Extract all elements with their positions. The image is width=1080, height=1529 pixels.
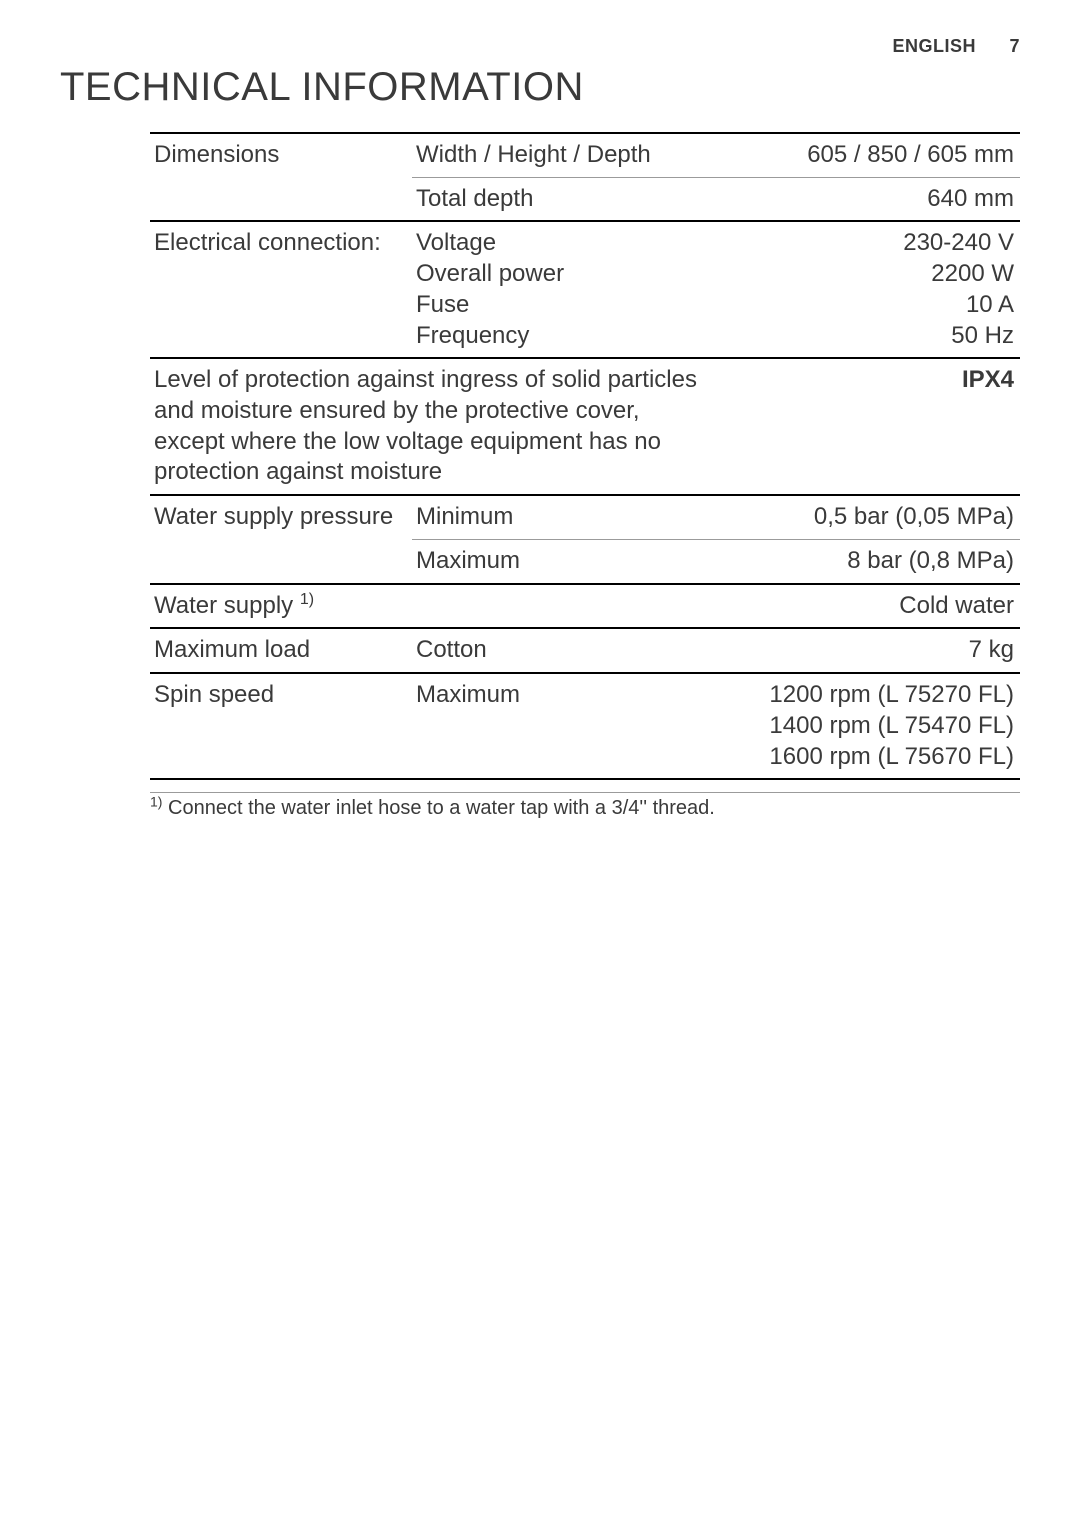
header-language: ENGLISH [892,36,976,57]
cell-mid [412,584,712,629]
cell-value: 7 kg [712,628,1020,673]
cell-value: Cold water [712,584,1020,629]
cell-label: Spin speed [150,673,412,779]
footnote: 1) Connect the water inlet hose to a wat… [150,792,1020,820]
cell-label: Dimensions [150,133,412,221]
cell-mid: Total depth [412,177,712,221]
page-title: TECHNICAL INFORMATION [60,65,1020,110]
footnote-marker: 1) [150,794,162,810]
cell-value: 640 mm [712,177,1020,221]
cell-value: 1200 rpm (L 75270 FL) 1400 rpm (L 75470 … [712,673,1020,779]
cell-mid: Maximum [412,539,712,583]
table-row: Spin speed Maximum 1200 rpm (L 75270 FL)… [150,673,1020,779]
table-row: Dimensions Width / Height / Depth 605 / … [150,133,1020,177]
cell-label: Electrical connection: [150,221,412,358]
table-row: Electrical connection: Voltage Overall p… [150,221,1020,358]
cell-mid: Voltage Overall power Fuse Frequency [412,221,712,358]
technical-table: Dimensions Width / Height / Depth 605 / … [150,132,1020,780]
table-row: Water supply pressure Minimum 0,5 bar (0… [150,495,1020,539]
cell-value: 8 bar (0,8 MPa) [712,539,1020,583]
page-header: ENGLISH 7 [60,36,1020,57]
cell-value-line: 2200 W [716,259,1014,290]
table-row: Level of protection against ingress of s… [150,358,1020,495]
cell-value-line: 1200 rpm (L 75270 FL) [716,680,1014,711]
cell-label: Water supply 1) [150,584,412,629]
cell-value-line: 230-240 V [716,228,1014,259]
cell-mid-line: Voltage [416,228,704,259]
header-page-number: 7 [1009,36,1020,57]
cell-value: 605 / 850 / 605 mm [712,133,1020,177]
cell-mid: Width / Height / Depth [412,133,712,177]
cell-value: 230-240 V 2200 W 10 A 50 Hz [712,221,1020,358]
cell-mid-line: Overall power [416,259,704,290]
cell-value-line: 1600 rpm (L 75670 FL) [716,742,1014,773]
cell-label: Maximum load [150,628,412,673]
cell-mid: Maximum [412,673,712,779]
cell-value: 0,5 bar (0,05 MPa) [712,495,1020,539]
cell-value-line: 10 A [716,290,1014,321]
table-row: Water supply 1) Cold water [150,584,1020,629]
cell-value: IPX4 [712,358,1020,495]
page: ENGLISH 7 TECHNICAL INFORMATION Dimensio… [0,0,1080,1529]
table-row: Maximum load Cotton 7 kg [150,628,1020,673]
cell-mid-line: Fuse [416,290,704,321]
cell-label-span: Level of protection against ingress of s… [150,358,712,495]
footnote-text: Connect the water inlet hose to a water … [168,797,715,819]
cell-mid-line: Maximum [416,680,704,711]
cell-label: Water supply pressure [150,495,412,583]
cell-mid: Cotton [412,628,712,673]
cell-value-line: 50 Hz [716,321,1014,352]
cell-mid: Minimum [412,495,712,539]
cell-mid-line: Frequency [416,321,704,352]
cell-value-line: 1400 rpm (L 75470 FL) [716,711,1014,742]
